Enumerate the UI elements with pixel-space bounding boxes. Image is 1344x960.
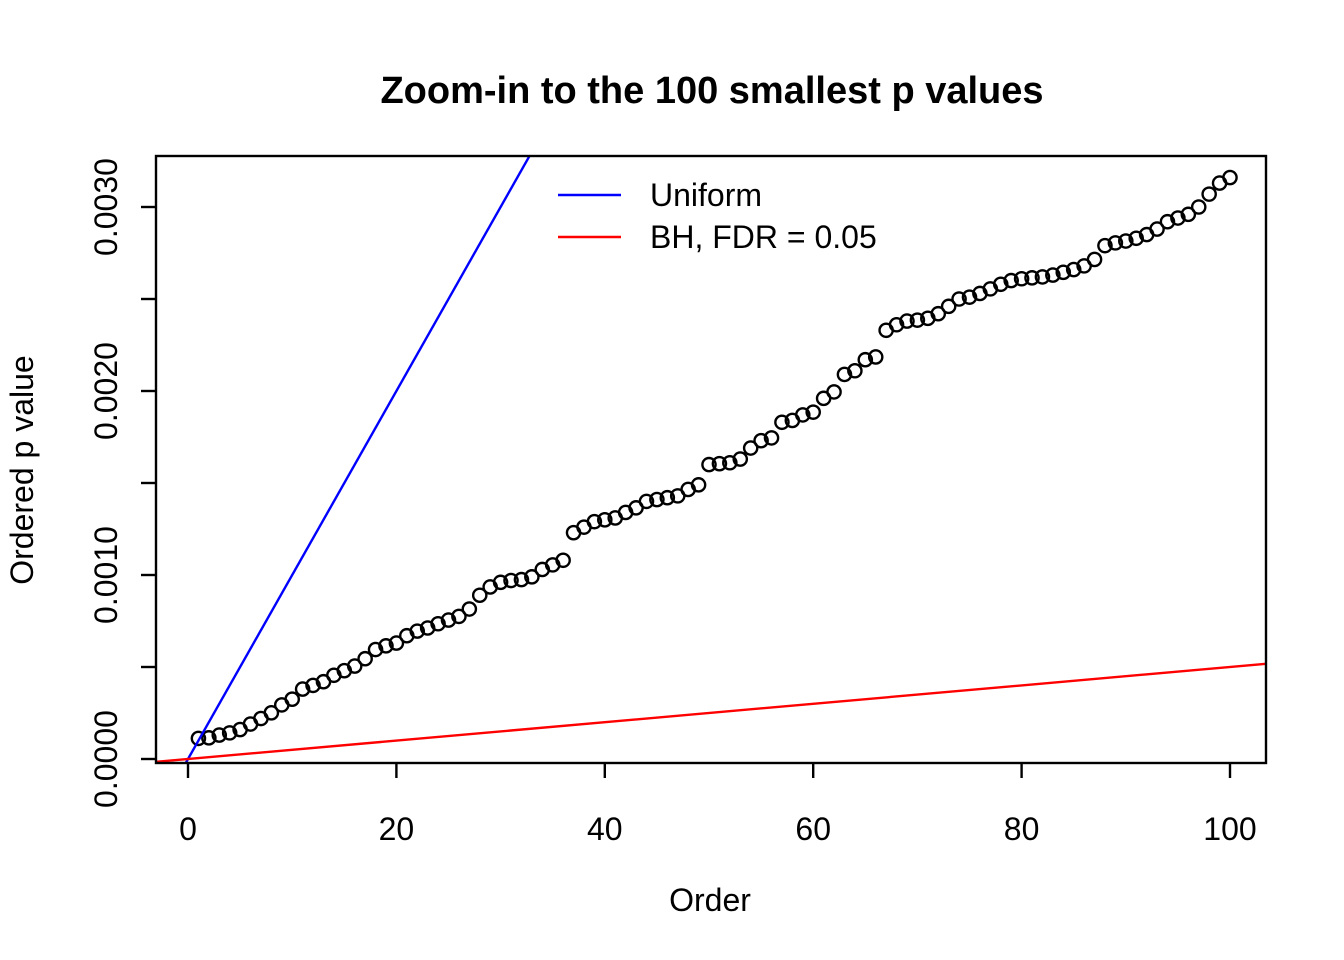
x-axis-title: Order xyxy=(669,882,751,918)
scatter-series xyxy=(190,169,1238,747)
data-point xyxy=(211,727,228,743)
data-point xyxy=(961,289,978,305)
data-point xyxy=(826,384,842,400)
data-point xyxy=(305,677,321,694)
x-tick-label: 100 xyxy=(1203,811,1256,847)
data-point xyxy=(836,366,853,383)
y-tick-label: 0.0020 xyxy=(88,342,124,440)
x-tick-label: 0 xyxy=(179,811,197,847)
data-point xyxy=(899,313,915,329)
data-point xyxy=(1118,233,1134,249)
data-point xyxy=(1190,199,1207,215)
data-point xyxy=(930,305,947,322)
data-point xyxy=(1024,270,1040,286)
data-point xyxy=(190,730,207,747)
data-point xyxy=(940,298,957,315)
data-point xyxy=(909,312,926,328)
data-point xyxy=(1055,264,1072,281)
data-point xyxy=(722,454,738,471)
data-point xyxy=(1086,251,1103,268)
data-point xyxy=(732,451,749,467)
data-point xyxy=(524,569,540,585)
data-point xyxy=(388,635,405,651)
data-point xyxy=(201,730,217,746)
data-point xyxy=(1097,237,1113,254)
legend-label-bh: BH, FDR = 0.05 xyxy=(650,219,877,255)
data-point xyxy=(992,276,1009,293)
x-tick-label: 20 xyxy=(379,811,415,847)
data-point xyxy=(451,608,467,625)
data-point xyxy=(774,414,790,431)
y-tick-label: 0.0000 xyxy=(88,710,124,808)
data-point xyxy=(1222,169,1238,186)
data-point xyxy=(753,432,769,449)
data-point xyxy=(649,491,665,508)
data-point xyxy=(742,440,759,456)
data-point xyxy=(597,512,613,528)
data-point xyxy=(221,725,238,741)
y-tick-label: 0.0010 xyxy=(88,526,124,624)
data-point xyxy=(346,658,363,674)
data-point xyxy=(1013,270,1030,287)
x-tick-label: 60 xyxy=(795,811,831,847)
data-point xyxy=(555,552,571,569)
y-axis-title: Ordered p value xyxy=(4,355,40,584)
data-point xyxy=(1065,261,1082,278)
data-point xyxy=(1149,221,1165,237)
data-point xyxy=(857,351,874,368)
data-point xyxy=(1003,272,1019,289)
data-point xyxy=(867,349,884,365)
data-point xyxy=(409,623,426,639)
data-point xyxy=(659,489,676,506)
reference-lines xyxy=(156,156,1266,763)
data-point xyxy=(888,316,905,333)
x-axis: 0 20 40 60 80 100 xyxy=(179,763,1257,847)
chart-title: Zoom-in to the 100 smallest p values xyxy=(380,70,1043,112)
data-point xyxy=(794,407,811,423)
data-point xyxy=(503,572,519,589)
data-point xyxy=(294,681,311,697)
data-point xyxy=(951,291,967,307)
data-point xyxy=(763,430,780,446)
data-point xyxy=(430,615,446,632)
data-point xyxy=(690,477,707,493)
data-point xyxy=(1128,230,1145,247)
data-point xyxy=(367,641,384,658)
uniform-line xyxy=(184,156,531,763)
data-point xyxy=(440,612,457,628)
data-point xyxy=(586,513,603,530)
data-point xyxy=(461,601,478,617)
data-point xyxy=(847,362,863,379)
data-point xyxy=(492,574,509,591)
x-tick-label: 80 xyxy=(1004,811,1040,847)
data-point xyxy=(513,571,530,588)
data-point xyxy=(471,587,488,604)
legend-label-uniform: Uniform xyxy=(650,177,762,213)
data-point xyxy=(378,638,394,654)
data-point xyxy=(1170,210,1186,226)
data-point xyxy=(1034,269,1051,285)
data-point xyxy=(1201,186,1217,202)
y-axis: 0.0000 0.0010 0.0020 0.0030 xyxy=(88,158,156,808)
data-point xyxy=(284,691,301,708)
data-point xyxy=(711,455,728,472)
data-point xyxy=(701,456,717,473)
data-point xyxy=(357,650,373,667)
legend: Uniform BH, FDR = 0.05 xyxy=(558,177,877,255)
y-tick-label: 0.0030 xyxy=(88,158,124,256)
x-tick-label: 40 xyxy=(587,811,623,847)
data-point xyxy=(1045,267,1061,283)
data-point xyxy=(1107,235,1124,251)
data-point xyxy=(263,705,280,721)
data-point xyxy=(638,493,655,510)
data-point xyxy=(1180,206,1197,223)
data-point xyxy=(805,404,822,420)
bh-line xyxy=(156,662,1266,763)
data-point xyxy=(1159,213,1176,230)
plot-box xyxy=(154,154,1268,765)
